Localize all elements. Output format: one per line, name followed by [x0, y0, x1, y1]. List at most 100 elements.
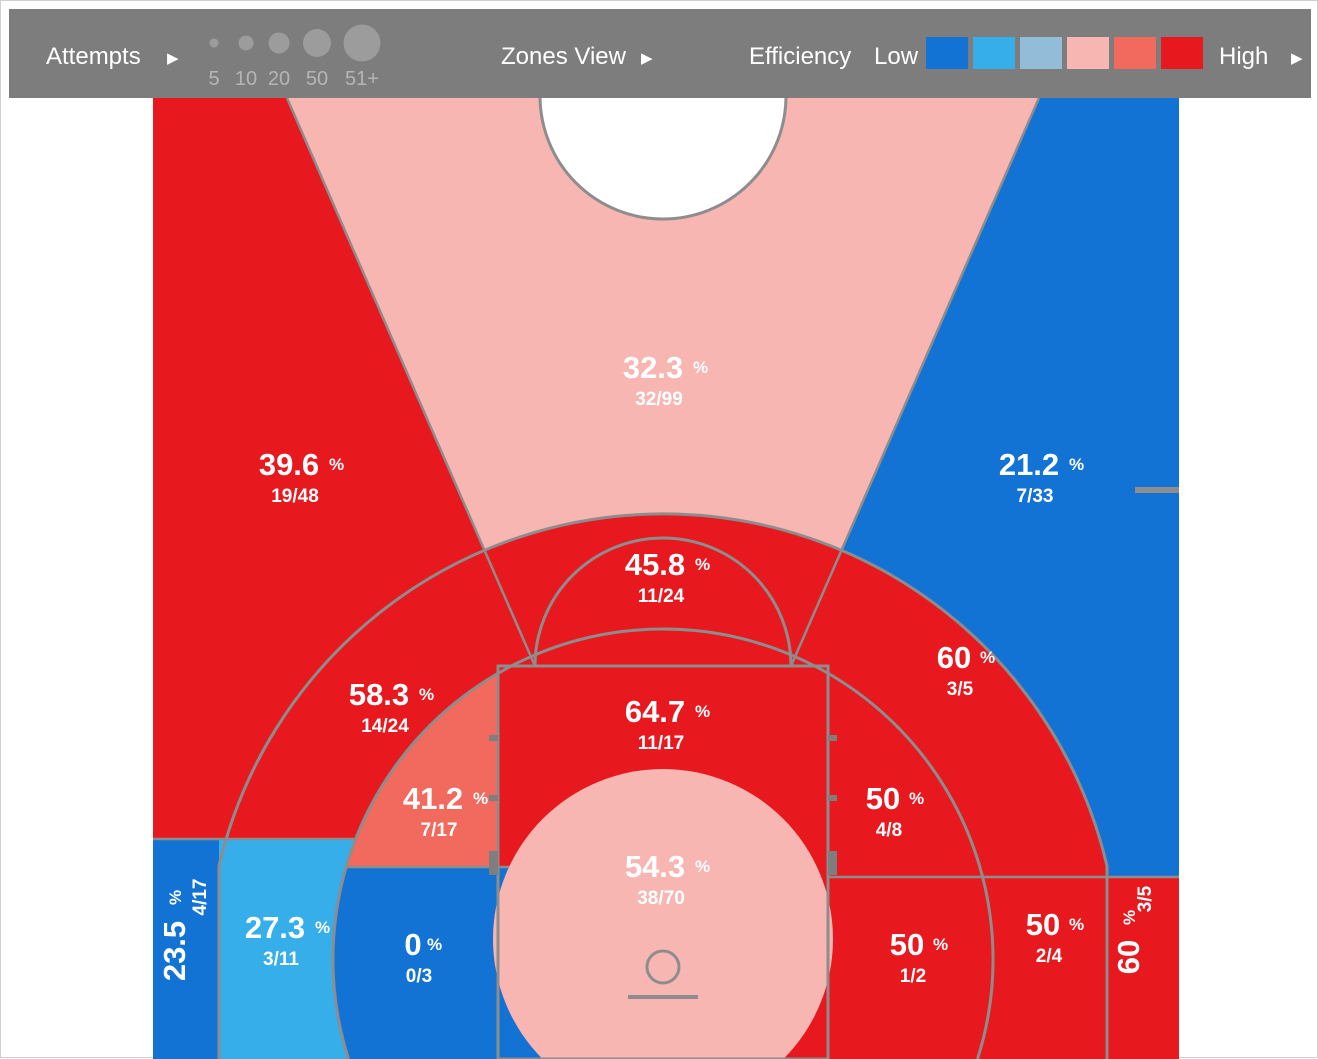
attempts-scale-label: 10	[235, 68, 257, 90]
attempts-expand-icon[interactable]: ▶	[167, 50, 179, 67]
attempts-scale-label: 5	[208, 68, 219, 90]
free-throw-circle-arc	[533, 536, 793, 667]
zone-fills	[153, 98, 1179, 1059]
legend-swatch-4	[1067, 37, 1109, 69]
lane-block-mark	[828, 851, 837, 875]
zone-right-corner-fraction: 3/5	[1135, 885, 1156, 912]
zone-left-short-fraction: 7/17	[421, 820, 458, 841]
zone-left-paint-low-pct: 0	[404, 927, 421, 962]
zone-left-elbow-fraction: 14/24	[361, 716, 409, 737]
zone-restricted-fraction: 38/70	[637, 888, 685, 909]
lane-block-mark	[489, 851, 498, 875]
zone-paint-high-pct-sign: %	[695, 702, 710, 721]
zone-right-corner-pct: 60	[1111, 940, 1146, 974]
three-point-line	[217, 512, 1109, 1059]
zone-paint-high-fraction: 11/17	[638, 733, 685, 754]
zone-right-short-fraction: 4/8	[876, 820, 902, 841]
zone-paint-high-pct: 64.7	[625, 694, 685, 729]
zone-right-corner-3pt[interactable]	[1101, 877, 1179, 1059]
zone-left-short-pct-sign: %	[473, 789, 488, 808]
zone-right-paint-low-fraction: 1/2	[900, 966, 926, 987]
zone-top-center-pct: 32.3	[623, 350, 683, 385]
efficiency-high-label: High	[1219, 43, 1269, 70]
toolbar: Attempts ▶ 5 10 20 50 51+ Zones View ▶ E…	[9, 9, 1311, 98]
zone-right-short-pct: 50	[866, 781, 900, 816]
zone-left-wing-pct-sign: %	[329, 455, 344, 474]
attempts-scale: 5 10 20 50 51+	[208, 24, 381, 90]
zone-right-paint-low-pct: 50	[890, 927, 924, 962]
efficiency-expand-icon[interactable]: ▶	[1291, 50, 1303, 67]
zone-top-center-pct-sign: %	[693, 358, 708, 377]
zone-right-baseline-fraction: 2/4	[1036, 946, 1063, 967]
attempts-scale-label: 51+	[345, 68, 379, 90]
efficiency-low-label: Low	[874, 43, 919, 70]
legend-swatch-2	[973, 37, 1015, 69]
zone-free-throw-pct: 45.8	[625, 547, 685, 582]
zone-left-elbow-pct: 58.3	[349, 677, 409, 712]
zone-left-paint-low-fraction: 0/3	[406, 966, 432, 987]
zone-labels: 32.3 % 32/99 39.6 % 19/48 21.2 % 7/33 45…	[157, 350, 1156, 987]
zone-left-baseline-pct-sign: %	[315, 918, 330, 937]
sideline-marker	[1135, 487, 1179, 493]
zone-left-corner-fraction: 4/17	[190, 879, 211, 916]
zone-right-wing-pct: 21.2	[999, 447, 1059, 482]
zone-right-short-pct-sign: %	[909, 789, 924, 808]
efficiency-label: Efficiency	[749, 43, 852, 70]
zone-left-paint-low-pct-sign: %	[427, 935, 442, 954]
zone-restricted-area[interactable]	[493, 769, 833, 1059]
midrange-arc	[331, 627, 995, 1059]
zone-left-corner-3pt[interactable]	[153, 839, 219, 1059]
zone-restricted-pct: 54.3	[625, 849, 685, 884]
legend-swatch-3	[1020, 37, 1062, 69]
attempts-label[interactable]: Attempts	[46, 43, 141, 70]
zone-right-elbow-fraction: 3/5	[947, 679, 974, 700]
zone-right-wing-fraction: 7/33	[1017, 486, 1054, 507]
zone-right-wing-pct-sign: %	[1069, 455, 1084, 474]
zone-left-baseline-fraction: 3/11	[263, 949, 299, 970]
zone-left-corner-pct-sign: %	[166, 890, 185, 905]
attempts-dot-10	[238, 35, 254, 51]
zone-left-baseline-midrange[interactable]	[219, 839, 356, 1059]
zone-top-center-fraction: 32/99	[635, 389, 683, 410]
zone-left-wing-fraction: 19/48	[271, 486, 319, 507]
zone-right-elbow-pct: 60	[937, 640, 971, 675]
zone-right-corner-pct-sign: %	[1120, 910, 1139, 925]
zone-left-short-midrange[interactable]	[346, 673, 498, 867]
attempts-dot-50	[303, 29, 331, 57]
lane-hash-mark	[828, 795, 837, 801]
legend-swatch-6	[1161, 37, 1203, 69]
view-expand-icon[interactable]: ▶	[641, 50, 653, 67]
zone-left-corner-pct: 23.5	[157, 921, 192, 981]
legend-swatch-5	[1114, 37, 1156, 69]
attempts-dot-5	[209, 38, 219, 48]
half-court-circle	[538, 98, 788, 221]
zone-right-baseline-pct-sign: %	[1069, 915, 1084, 934]
zone-right-elbow-pct-sign: %	[980, 648, 995, 667]
view-selector[interactable]: Zones View	[501, 43, 626, 70]
court-lines	[153, 98, 1179, 1059]
efficiency-legend	[926, 37, 1203, 69]
zone-right-baseline-pct: 50	[1026, 907, 1060, 942]
shot-chart-court: 32.3 % 32/99 39.6 % 19/48 21.2 % 7/33 45…	[153, 98, 1179, 1059]
zone-free-throw-fraction: 11/24	[638, 586, 685, 607]
attempts-scale-label: 20	[268, 68, 290, 90]
zone-left-short-pct: 41.2	[403, 781, 463, 816]
zone-left-paint-low[interactable]	[333, 867, 543, 1059]
lane-hash-mark	[489, 735, 498, 741]
zone-restricted-pct-sign: %	[695, 857, 710, 876]
zone-left-elbow-pct-sign: %	[419, 685, 434, 704]
right-zone-divider-line	[789, 98, 1041, 667]
attempts-dot-51plus	[343, 24, 381, 62]
zone-free-throw-pct-sign: %	[695, 555, 710, 574]
zone-left-wing-pct: 39.6	[259, 447, 319, 482]
left-zone-divider-line	[285, 98, 537, 667]
legend-swatch-1	[926, 37, 968, 69]
basket-rim	[645, 949, 681, 985]
zone-left-baseline-pct: 27.3	[245, 910, 305, 945]
zone-right-paint-low-pct-sign: %	[933, 935, 948, 954]
attempts-dot-20	[268, 32, 290, 54]
lane-hash-mark	[828, 735, 837, 741]
lane-hash-mark	[489, 795, 498, 801]
attempts-scale-label: 50	[306, 68, 328, 90]
